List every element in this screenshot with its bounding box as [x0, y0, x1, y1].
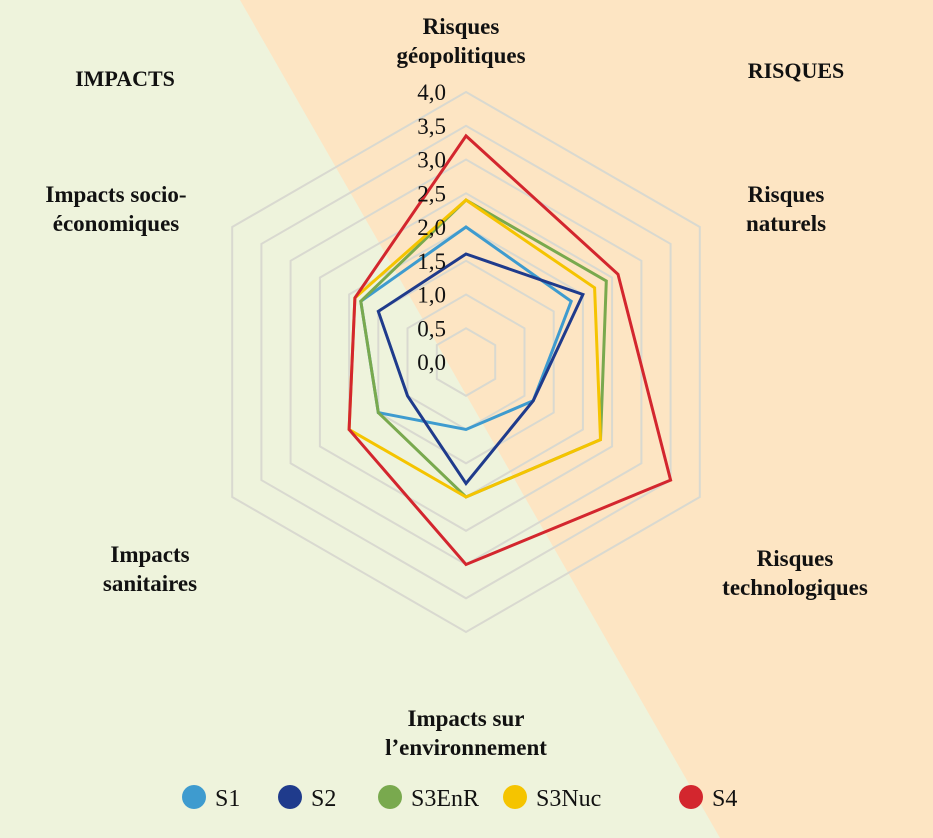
- risques-background: [240, 0, 933, 838]
- axis-label: Impacts socio-économiques: [45, 182, 186, 236]
- grid-ring: [260, 124, 672, 600]
- tick-label: 1,5: [417, 249, 446, 274]
- tick-label: 2,0: [417, 215, 446, 240]
- risques-label: RISQUES: [748, 58, 845, 83]
- radial-tick-labels: 0,0 0,5 1,0 1,5 2,0 2,5 3,0 3,5 4,0: [417, 80, 446, 375]
- tick-label: 1,0: [417, 283, 446, 308]
- series-s2-line: [376, 252, 585, 487]
- legend-marker-s4: [679, 785, 703, 809]
- tick-label: 2,5: [417, 181, 446, 206]
- legend-marker-s2: [278, 785, 302, 809]
- tick-label: 3,0: [417, 148, 446, 173]
- axis-label: Risques géopolitiques: [396, 14, 525, 68]
- grid-ring: [231, 90, 701, 634]
- legend-label-s3enr: S3EnR: [411, 786, 479, 812]
- legend-label-s3nuc: S3Nuc: [536, 786, 601, 812]
- series-layer: [347, 133, 673, 567]
- tick-label: 0,5: [417, 316, 446, 341]
- legend-label-s1: S1: [215, 786, 240, 812]
- grid-ring: [435, 327, 497, 397]
- legend-label-s4: S4: [712, 786, 737, 812]
- axis-label: Impacts sanitaires: [103, 542, 197, 596]
- series-s4-line: [347, 133, 673, 567]
- legend: S1 S2 S3EnR S3Nuc S4: [182, 785, 737, 812]
- legend-label-s2: S2: [311, 786, 336, 812]
- legend-marker-s1: [182, 785, 206, 809]
- axis-label: Impacts sur l’environnement: [385, 706, 547, 760]
- axis-label: Risques technologiques: [722, 546, 868, 600]
- tick-label: 3,5: [417, 114, 446, 139]
- axis-label: Risques naturels: [746, 182, 826, 236]
- impacts-label: IMPACTS: [75, 66, 175, 91]
- axis-labels: Risques géopolitiques Risques naturels Risqu…: [45, 14, 867, 760]
- tick-label: 4,0: [417, 80, 446, 105]
- tick-label: 0,0: [417, 350, 446, 375]
- legend-marker-s3nuc: [503, 785, 527, 809]
- grid-ring: [318, 192, 614, 532]
- legend-marker-s3enr: [378, 785, 402, 809]
